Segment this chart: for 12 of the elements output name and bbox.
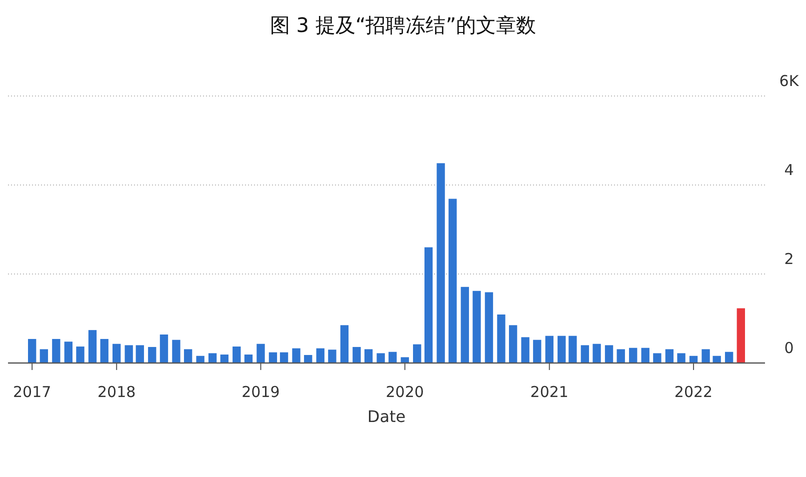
y-tick-label: 4 bbox=[784, 161, 794, 179]
y-tick-label: 0 bbox=[784, 339, 794, 357]
x-tick-label: 2022 bbox=[674, 383, 713, 401]
x-axis-title: Date bbox=[367, 407, 406, 426]
x-tick-label: 2020 bbox=[386, 383, 424, 401]
y-tick-label: 2 bbox=[784, 250, 794, 268]
x-tick-label: 2017 bbox=[12, 383, 52, 401]
x-tick-label: 2018 bbox=[98, 383, 136, 401]
chart-title: 图 3 提及“招聘冻结”的文章数 bbox=[270, 13, 536, 37]
x-tick-label: 2019 bbox=[242, 383, 280, 401]
x-tick-label: 2021 bbox=[530, 383, 568, 401]
y-tick-label: 6K bbox=[779, 72, 800, 90]
